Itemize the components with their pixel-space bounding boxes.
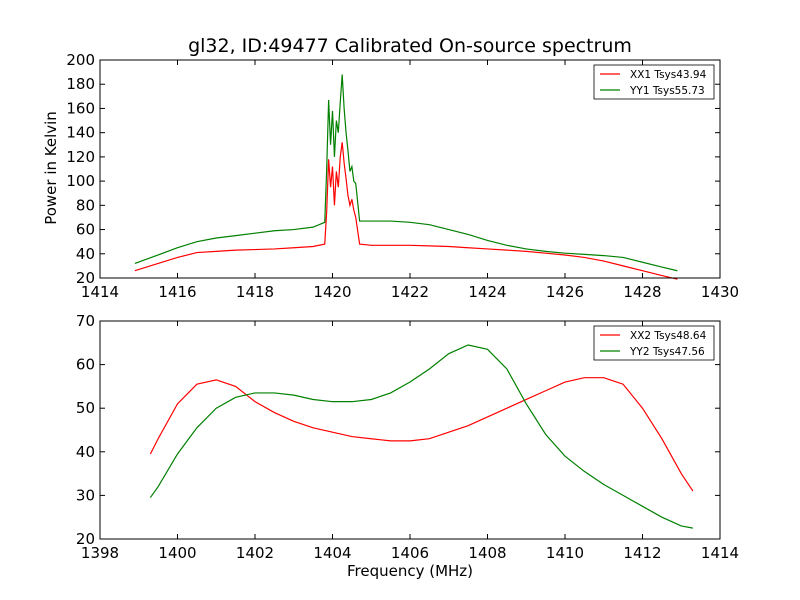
bottom-chart-ticks: 1398 1400 1402 1404 1406 1408 1410 1412 1414 20 30… bbox=[76, 312, 739, 562]
bottom-legend-label-yy2: YY2 Tsys47.56 bbox=[629, 346, 705, 358]
top-xtick-label: 1422 bbox=[391, 283, 429, 301]
bottom-xtick-label: 1402 bbox=[236, 544, 274, 562]
bottom-ytick-label: 70 bbox=[76, 312, 95, 330]
bottom-xtick-label: 1400 bbox=[158, 544, 196, 562]
top-ytick-label: 140 bbox=[66, 124, 95, 142]
bottom-chart-legend: XX2 Tsys48.64 YY2 Tsys47.56 bbox=[593, 325, 715, 361]
top-ytick-label: 180 bbox=[66, 75, 95, 93]
bottom-xtick-label: 1412 bbox=[623, 544, 661, 562]
top-ytick-label: 60 bbox=[76, 221, 95, 239]
bottom-xtick-label: 1408 bbox=[468, 544, 506, 562]
top-ytick-label: 200 bbox=[66, 51, 95, 69]
top-chart: gl32, ID:49477 Calibrated On-source spec… bbox=[42, 35, 739, 301]
top-xtick-label: 1424 bbox=[468, 283, 506, 301]
top-chart-legend: XX1 Tsys43.94 YY1 Tsys55.73 bbox=[593, 64, 715, 100]
top-xtick-label: 1420 bbox=[313, 283, 351, 301]
top-series-xx-line bbox=[134, 142, 678, 280]
top-series-yy-line bbox=[134, 74, 678, 272]
bottom-series-yy-line bbox=[149, 344, 693, 529]
bottom-xtick-label: 1410 bbox=[546, 544, 584, 562]
top-xtick-label: 1414 bbox=[81, 283, 119, 301]
bottom-xtick-label: 1404 bbox=[313, 544, 351, 562]
top-chart-series-group bbox=[134, 74, 678, 280]
top-xtick-label: 1428 bbox=[623, 283, 661, 301]
top-chart-frame bbox=[99, 59, 721, 279]
top-ytick-label: 120 bbox=[66, 148, 95, 166]
bottom-legend-label-xx2: XX2 Tsys48.64 bbox=[630, 330, 707, 342]
bottom-chart-xlabel: Frequency (MHz) bbox=[347, 562, 473, 580]
bottom-legend-box bbox=[593, 325, 715, 361]
bottom-series-xx-line bbox=[149, 377, 694, 492]
top-chart-ylabel: Power in Kelvin bbox=[42, 111, 60, 225]
bottom-ytick-label: 40 bbox=[76, 443, 95, 461]
bottom-ytick-label: 50 bbox=[76, 399, 95, 417]
top-xtick-label: 1430 bbox=[701, 283, 739, 301]
top-xtick-label: 1416 bbox=[158, 283, 196, 301]
top-ytick-label: 80 bbox=[76, 196, 95, 214]
bottom-xtick-label: 1406 bbox=[391, 544, 429, 562]
bottom-ytick-label: 20 bbox=[76, 530, 95, 548]
top-xtick-label: 1426 bbox=[546, 283, 584, 301]
bottom-ytick-label: 30 bbox=[76, 486, 95, 504]
bottom-xtick-label: 1414 bbox=[701, 544, 739, 562]
top-legend-box bbox=[593, 64, 715, 100]
bottom-chart-frame bbox=[99, 320, 721, 540]
bottom-chart-series-group bbox=[149, 344, 694, 529]
top-xtick-label: 1418 bbox=[236, 283, 274, 301]
top-ytick-label: 20 bbox=[76, 269, 95, 287]
top-legend-label-yy1: YY1 Tsys55.73 bbox=[629, 85, 705, 97]
top-ytick-label: 40 bbox=[76, 245, 95, 263]
top-chart-title: gl32, ID:49477 Calibrated On-source spec… bbox=[188, 35, 632, 57]
top-ytick-label: 100 bbox=[66, 172, 95, 190]
bottom-chart: 1398 1400 1402 1404 1406 1408 1410 1412 1414 20 30… bbox=[76, 312, 739, 580]
top-ytick-label: 160 bbox=[66, 99, 95, 117]
bottom-xtick-label: 1398 bbox=[81, 544, 119, 562]
bottom-ytick-label: 60 bbox=[76, 356, 95, 374]
top-legend-label-xx1: XX1 Tsys43.94 bbox=[630, 69, 707, 81]
top-chart-ticks: 1414 1416 1418 1420 1422 1424 1426 1428 1430 20 40… bbox=[66, 51, 739, 301]
